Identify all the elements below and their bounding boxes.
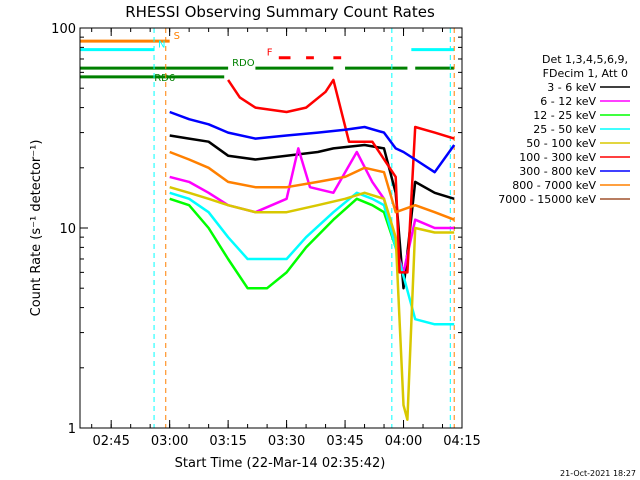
series-line — [227, 78, 455, 274]
legend-label: 7000 - 15000 keV — [498, 193, 596, 206]
plot-frame — [79, 27, 463, 429]
x-tick-label: 03:30 — [268, 434, 305, 449]
legend-label: 12 - 25 keV — [533, 109, 596, 122]
series-line — [169, 150, 455, 221]
y-axis-label: Count Rate (s⁻¹ detector⁻¹) — [29, 140, 44, 317]
y-tick-label: 100 — [51, 22, 76, 37]
legend-header-decimation: FDecim 1, Att 0 — [543, 67, 628, 80]
chart-title: RHESSI Observing Summary Count Rates — [125, 3, 435, 21]
legend-label: 300 - 800 keV — [519, 165, 596, 178]
series-line — [169, 197, 397, 290]
observing-mode-annotations: SN RDO RD6 F — [80, 31, 455, 84]
series-line — [169, 110, 456, 174]
legend: Det 1,3,4,5,6,9, FDecim 1, Att 0 3 - 6 k… — [498, 53, 630, 206]
series-line — [169, 185, 455, 421]
x-tick-label: 04:00 — [385, 434, 422, 449]
legend-label: 50 - 100 keV — [526, 137, 596, 150]
x-tick-label: 03:00 — [151, 434, 188, 449]
legend-header-detectors: Det 1,3,4,5,6,9, — [542, 53, 628, 66]
y-tick-label: 1 — [68, 422, 76, 437]
x-tick-label: 02:45 — [92, 434, 129, 449]
generated-timestamp: 21-Oct-2021 18:27 — [560, 469, 636, 478]
x-tick-label: 03:15 — [209, 434, 246, 449]
series-lines — [169, 78, 456, 421]
annotation-label-f: F — [267, 48, 273, 59]
y-tick-label: 10 — [59, 222, 76, 237]
annotation-label-rd6: RD6 — [154, 73, 175, 84]
annotation-label-rdo: RDO — [232, 58, 255, 69]
x-axis-label: Start Time (22-Mar-14 02:35:42) — [175, 456, 386, 471]
legend-label: 800 - 7000 keV — [512, 179, 596, 192]
legend-label: 25 - 50 keV — [533, 123, 596, 136]
annotation-label-s: S — [174, 31, 180, 42]
x-tick-label: 04:15 — [443, 434, 480, 449]
legend-label: 100 - 300 keV — [519, 151, 596, 164]
series-line — [169, 191, 455, 326]
annotation-label-n: N — [158, 40, 165, 51]
legend-label: 6 - 12 keV — [540, 95, 596, 108]
x-tick-label: 03:45 — [326, 434, 363, 449]
legend-label: 3 - 6 keV — [547, 81, 596, 94]
plot-axes: 1 10 100 02:45 03:00 03:15 03:30 03:45 04:00 04:1… — [51, 22, 481, 449]
